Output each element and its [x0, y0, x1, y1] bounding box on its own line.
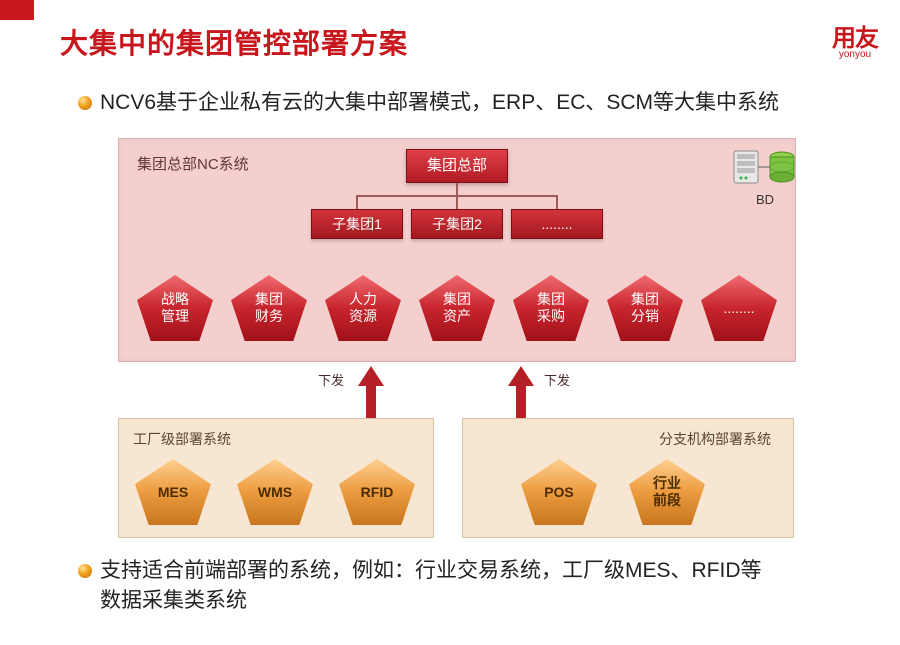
- pentagon-label: 集团 资产: [443, 291, 471, 325]
- hq-pentagon: 集团 采购: [513, 275, 589, 341]
- slide-title: 大集中的集团管控部署方案: [60, 22, 408, 62]
- bullet-bottom-line1: 支持适合前端部署的系统，例如：行业交易系统，工厂级MES、RFID等: [100, 559, 762, 582]
- bullet-bottom-line2: 数据采集类系统: [100, 589, 247, 612]
- branch-pentagon: POS: [521, 459, 597, 525]
- pentagon-label: 集团 分销: [631, 291, 659, 325]
- sub-node-label: ........: [541, 216, 572, 232]
- bullet-top-text: NCV6基于企业私有云的大集中部署模式，ERP、EC、SCM等大集中系统: [100, 91, 779, 114]
- pentagon-label: RFID: [361, 484, 394, 501]
- sub-node: 子集团1: [311, 209, 403, 239]
- hq-top-node: 集团总部: [406, 149, 508, 183]
- pentagon-label: 人力 资源: [349, 291, 377, 325]
- sub-node-label: 子集团2: [432, 216, 482, 232]
- hq-pentagon: 集团 财务: [231, 275, 307, 341]
- hq-panel-title: 集团总部NC系统: [137, 153, 249, 174]
- org-line: [556, 195, 558, 209]
- pentagon-label: 集团 财务: [255, 291, 283, 325]
- branch-pentagon: 行业 前段: [629, 459, 705, 525]
- hq-pentagon: 集团 分销: [607, 275, 683, 341]
- factory-pentagon: WMS: [237, 459, 313, 525]
- org-line: [356, 195, 358, 209]
- branch-panel: 分支机构部署系统 POS 行业 前段: [462, 418, 794, 538]
- sub-node: 子集团2: [411, 209, 503, 239]
- hq-pentagon: 集团 资产: [419, 275, 495, 341]
- pentagon-label: ........: [723, 300, 754, 317]
- factory-pentagon: MES: [135, 459, 211, 525]
- bullet-top: NCV6基于企业私有云的大集中部署模式，ERP、EC、SCM等大集中系统: [78, 86, 779, 116]
- org-line: [456, 183, 458, 195]
- logo-en: yonyou: [832, 49, 878, 60]
- factory-panel: 工厂级部署系统 MES WMS RFID: [118, 418, 434, 538]
- factory-pentagon: RFID: [339, 459, 415, 525]
- server-db-icon: BD: [729, 147, 801, 207]
- pentagon-label: MES: [158, 484, 188, 501]
- brand-logo: 用友 yonyou: [832, 18, 878, 60]
- pentagon-label: 集团 采购: [537, 291, 565, 325]
- sub-node: ........: [511, 209, 603, 239]
- org-line: [456, 195, 458, 209]
- pentagon-label: POS: [544, 484, 574, 501]
- send-label: 下发: [544, 370, 570, 389]
- pentagon-label: 行业 前段: [653, 475, 681, 509]
- send-label: 下发: [318, 370, 344, 389]
- hq-pentagon: 人力 资源: [325, 275, 401, 341]
- sub-node-label: 子集团1: [332, 216, 382, 232]
- branch-panel-title: 分支机构部署系统: [659, 429, 771, 449]
- hq-pentagon: ........: [701, 275, 777, 341]
- factory-panel-title: 工厂级部署系统: [133, 429, 231, 449]
- hq-panel: 集团总部NC系统 集团总部 子集团1 子集团2 ........ BD 战略 管…: [118, 138, 796, 362]
- accent-square: [0, 0, 34, 20]
- logo-cn: 用友: [832, 18, 878, 53]
- pentagon-label: 战略 管理: [161, 291, 189, 325]
- globe-icon: [78, 96, 92, 110]
- hq-pentagon: 战略 管理: [137, 275, 213, 341]
- bullet-bottom: 支持适合前端部署的系统，例如：行业交易系统，工厂级MES、RFID等 数据采集类…: [78, 556, 838, 617]
- globe-icon: [78, 564, 92, 578]
- pentagon-label: WMS: [258, 484, 292, 501]
- bd-label: BD: [729, 192, 801, 207]
